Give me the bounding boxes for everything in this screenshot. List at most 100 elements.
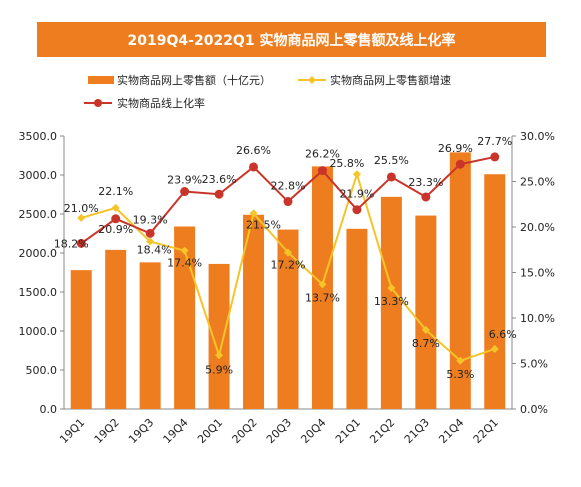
online-rate-data-label: 26.6% (236, 144, 271, 157)
x-tick-label: 21Q3 (402, 416, 432, 446)
growth-data-label: 5.9% (205, 363, 233, 376)
growth-point (111, 203, 120, 212)
online-rate-point (180, 187, 190, 197)
bar (277, 229, 299, 409)
growth-point (490, 344, 499, 353)
data-labels: 21.0% 22.1% 18.4%17.4% 5.9% 21.5% 17.2% 13.7% 2… (54, 135, 517, 381)
x-tick-label: 21Q1 (333, 416, 363, 446)
bar (380, 196, 402, 409)
online-rate-point (111, 214, 121, 224)
online-rate-point (352, 205, 362, 215)
x-tick-label: 20Q3 (264, 416, 294, 446)
online-rate-data-label: 23.9% (167, 174, 202, 187)
growth-point (249, 209, 258, 218)
y-right-tick-label: 20.0% (520, 221, 555, 234)
bar (139, 262, 161, 409)
growth-data-label: 21.5% (246, 218, 281, 231)
axes: 0.0 500.0 1000.0 1500.0 2000.0 2500.0 3000.0 35… (19, 130, 555, 446)
online-rate-data-label: 25.5% (374, 154, 409, 167)
growth-point (215, 351, 224, 360)
online-rate-data-label: 18.2% (54, 237, 89, 250)
growth-point (146, 237, 155, 246)
online-rate-data-label: 26.2% (305, 148, 340, 161)
y-left-tick-label: 2000.0 (19, 247, 58, 260)
growth-data-label: 13.3% (374, 295, 409, 308)
bar (208, 263, 230, 409)
online-rate-point (283, 197, 293, 207)
growth-point (352, 170, 361, 179)
line-series (76, 152, 500, 365)
growth-point (456, 356, 465, 365)
chart-title: 2019Q4-2022Q1 实物商品网上零售额及线上化率 (37, 22, 546, 57)
growth-data-label: 22.1% (98, 185, 133, 198)
growth-point (318, 280, 327, 289)
online-rate-data-label: 26.9% (438, 142, 473, 155)
online-rate-data-label: 23.6% (202, 173, 237, 186)
x-tick-label: 21Q2 (367, 416, 397, 446)
growth-data-label: 18.4% (137, 244, 172, 257)
x-tick-label: 19Q2 (92, 416, 122, 446)
y-left-tick-label: 1000.0 (19, 325, 58, 338)
online-rate-data-label: 27.7% (477, 135, 512, 148)
bar (243, 214, 265, 409)
bar (70, 270, 92, 409)
legend-bar-swatch (88, 76, 114, 84)
y-left-tick-label: 3500.0 (19, 130, 58, 143)
online-rate-point (490, 152, 500, 162)
bar (415, 215, 437, 409)
legend-bar-label: 实物商品网上零售额（十亿元） (117, 73, 271, 87)
x-tick-label: 20Q1 (195, 416, 225, 446)
online-rate-point (76, 238, 86, 248)
legend-rate-marker (94, 99, 102, 107)
x-tick-label: 21Q4 (436, 416, 466, 446)
bar (174, 226, 196, 409)
x-tick-label: 20Q2 (229, 416, 259, 446)
y-right-tick-label: 10.0% (520, 312, 555, 325)
growth-point (180, 246, 189, 255)
online-rate-data-label: 22.8% (271, 180, 306, 193)
x-tick-label: 19Q1 (57, 416, 87, 446)
growth-data-label: 8.7% (412, 337, 440, 350)
online-rate-point (214, 189, 224, 199)
online-rate-point (455, 159, 465, 169)
growth-data-label: 13.7% (305, 291, 340, 304)
y-left-tick-label: 1500.0 (19, 286, 58, 299)
growth-data-label: 5.3% (446, 368, 474, 381)
growth-data-label: 6.6% (489, 328, 517, 341)
y-right-tick-label: 5.0% (520, 358, 548, 371)
x-tick-label: 19Q4 (161, 416, 191, 446)
y-left-tick-label: 500.0 (26, 364, 58, 377)
y-left-tick-label: 2500.0 (19, 208, 58, 221)
growth-point (421, 325, 430, 334)
online-rate-point (317, 166, 327, 176)
x-tick-label: 20Q4 (298, 416, 328, 446)
growth-data-label: 21.0% (64, 202, 99, 215)
online-rate-data-label: 19.3% (133, 213, 168, 226)
growth-data-label: 17.4% (167, 257, 202, 270)
growth-point (284, 248, 292, 257)
online-rate-point (249, 162, 259, 172)
y-right-tick-label: 25.0% (520, 176, 555, 189)
bar (449, 152, 471, 409)
x-tick-label: 19Q3 (126, 416, 156, 446)
y-right-tick-label: 15.0% (520, 267, 555, 280)
online-rate-data-label: 20.9% (98, 223, 133, 236)
growth-data-label: 17.2% (271, 258, 306, 271)
online-rate-data-label: 23.3% (408, 176, 443, 189)
bar (484, 174, 506, 409)
online-rate-point (386, 172, 396, 182)
y-left-tick-label: 0.0 (40, 403, 58, 416)
legend: 实物商品网上零售额（十亿元） 实物商品网上零售额增速 实物商品线上化率 (84, 73, 451, 110)
bar (346, 228, 368, 409)
legend-rate-label: 实物商品线上化率 (117, 96, 205, 110)
legend-growth-label: 实物商品网上零售额增速 (330, 73, 451, 87)
growth-data-label: 25.8% (329, 157, 364, 170)
y-right-tick-label: 0.0% (520, 403, 548, 416)
y-left-tick-label: 3000.0 (19, 169, 58, 182)
bar (105, 249, 127, 409)
online-rate-point (145, 228, 155, 238)
growth-point (77, 213, 86, 222)
online-rate-point (421, 192, 431, 202)
y-right-tick-label: 30.0% (520, 130, 555, 143)
